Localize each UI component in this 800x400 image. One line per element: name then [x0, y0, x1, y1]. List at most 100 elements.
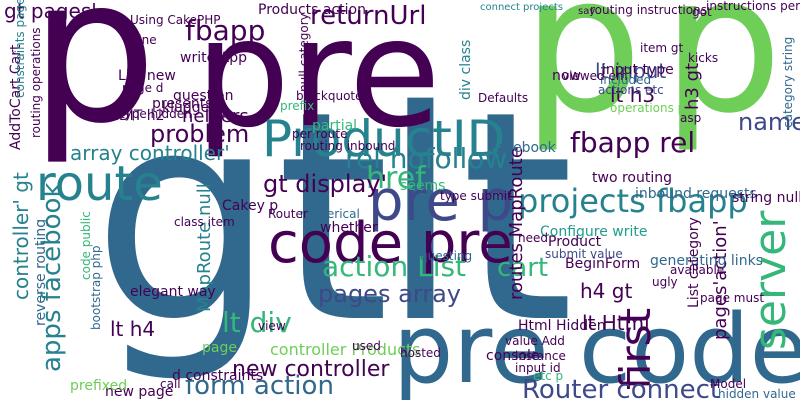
- cloud-word: generating links: [650, 253, 763, 269]
- cloud-word: controller Products: [270, 340, 421, 359]
- cloud-word: gt pages': [4, 0, 97, 23]
- cloud-word: routing operations: [29, 27, 43, 138]
- cloud-word: p: [522, 0, 643, 155]
- cloud-word: asp: [680, 111, 701, 125]
- cloud-word: helpers: [182, 106, 249, 127]
- cloud-word: two routing: [592, 170, 672, 186]
- cloud-word: type hidden: [120, 107, 192, 121]
- cloud-word: Router connect: [522, 375, 720, 400]
- cloud-word: Model: [710, 377, 746, 391]
- cloud-word: div class: [458, 40, 474, 100]
- cloud-word: submit value: [545, 247, 623, 261]
- cloud-word: Cakey p: [222, 198, 278, 214]
- cloud-word: page: [202, 340, 237, 356]
- cloud-word: route: [36, 156, 163, 212]
- cloud-word: type submit: [440, 189, 512, 203]
- cloud-word: per route: [292, 127, 347, 141]
- cloud-word: kicks: [688, 51, 718, 65]
- cloud-word: Defaults: [478, 91, 528, 105]
- cloud-word: d constraints: [172, 368, 263, 384]
- cloud-word: hidden value: [718, 387, 796, 400]
- cloud-word: input type: [602, 62, 674, 78]
- cloud-word: href: [366, 161, 427, 196]
- cloud-word: action List: [322, 250, 466, 283]
- cloud-word: lt: [380, 50, 574, 387]
- cloud-word: lt Html: [582, 311, 650, 335]
- cloud-word: new page: [105, 384, 173, 400]
- cloud-word: returnUrl: [310, 1, 426, 31]
- cloud-word: gt display': [263, 170, 387, 198]
- cloud-word: code public: [79, 211, 93, 280]
- cloud-word: lt div: [222, 306, 292, 339]
- cloud-word: BeginForm: [565, 256, 640, 272]
- cloud-word: operations p: [610, 101, 685, 115]
- cloud-word: gt: [92, 50, 390, 387]
- cloud-word: string null: [732, 190, 800, 206]
- cloud-word: viewed em: [562, 69, 628, 83]
- cloud-word: instance: [515, 349, 566, 363]
- cloud-word: etc p: [533, 369, 563, 383]
- cloud-word: fbapp rel: [570, 126, 695, 159]
- cloud-word: cart: [497, 253, 548, 283]
- cloud-word: p: [662, 0, 783, 155]
- cloud-word: constraints page: [13, 0, 27, 98]
- cloud-word: form action: [185, 371, 334, 400]
- cloud-word: p: [30, 0, 157, 168]
- cloud-word: server: [745, 210, 796, 350]
- cloud-word: name: [738, 108, 800, 136]
- cloud-word: List new: [118, 68, 176, 84]
- cloud-word: requesting: [408, 249, 472, 263]
- cloud-word: now: [552, 68, 581, 84]
- cloud-word: ProductID: [262, 110, 505, 168]
- cloud-word: write App: [180, 50, 247, 66]
- cloud-word: fbapp: [185, 14, 265, 47]
- cloud-word: Configure write: [540, 224, 648, 240]
- cloud-word: kludge: [162, 100, 209, 116]
- cloud-word: say: [578, 6, 595, 17]
- cloud-word: seems: [400, 178, 445, 194]
- cloud-word: lt h3: [610, 83, 655, 107]
- cloud-word: question: [173, 88, 233, 104]
- cloud-word: page must: [700, 291, 764, 305]
- cloud-word: item gt: [640, 41, 684, 55]
- cloud-word: line: [135, 33, 157, 47]
- cloud-word: bootstrap php: [89, 245, 103, 330]
- cloud-word: h4 gt: [580, 279, 632, 303]
- cloud-word: routes MapRoute: [506, 147, 527, 300]
- cloud-word: inbound requests: [635, 186, 757, 202]
- cloud-word: Product: [548, 234, 602, 250]
- cloud-word: pre p: [368, 169, 513, 234]
- cloud-word: rel nofollow: [345, 142, 507, 175]
- cloud-word: partial: [312, 118, 357, 134]
- cloud-word: prefixed: [70, 378, 127, 394]
- cloud-word: Router: [268, 207, 308, 221]
- cloud-word: actions etc: [598, 83, 664, 97]
- cloud-word: EDIT h2: [110, 108, 165, 124]
- cloud-word: ugly: [652, 275, 678, 289]
- cloud-word: first: [611, 308, 660, 390]
- cloud-word: call: [160, 377, 181, 391]
- cloud-word: page d: [122, 81, 163, 95]
- cloud-word: Products action: [258, 2, 366, 18]
- cloud-word: null category: [297, 13, 311, 92]
- cloud-word: AddToCart Cart: [8, 44, 24, 150]
- cloud-word: elegant way: [130, 284, 216, 300]
- cloud-word: apps facebook: [37, 182, 67, 372]
- cloud-word: pre: [195, 0, 441, 161]
- cloud-word: included: [600, 73, 651, 87]
- cloud-word: value Add: [505, 334, 565, 348]
- cloud-word: presents: [152, 96, 213, 112]
- cloud-word: category string: [781, 37, 795, 128]
- cloud-word: problem: [150, 120, 249, 148]
- cloud-word: pages'action': [710, 220, 731, 340]
- cloud-word: reverse routing: [33, 219, 49, 326]
- cloud-word: connect projects: [480, 2, 563, 13]
- cloud-word: code pre: [268, 211, 513, 276]
- cloud-word: view: [258, 319, 286, 333]
- cloud-word: lt input: [595, 59, 666, 83]
- cloud-word: pages array: [318, 280, 461, 308]
- cloud-word: MapRoute null: [194, 183, 215, 312]
- cloud-word: new controller: [232, 357, 390, 382]
- cloud-word: h3 gt: [682, 63, 703, 110]
